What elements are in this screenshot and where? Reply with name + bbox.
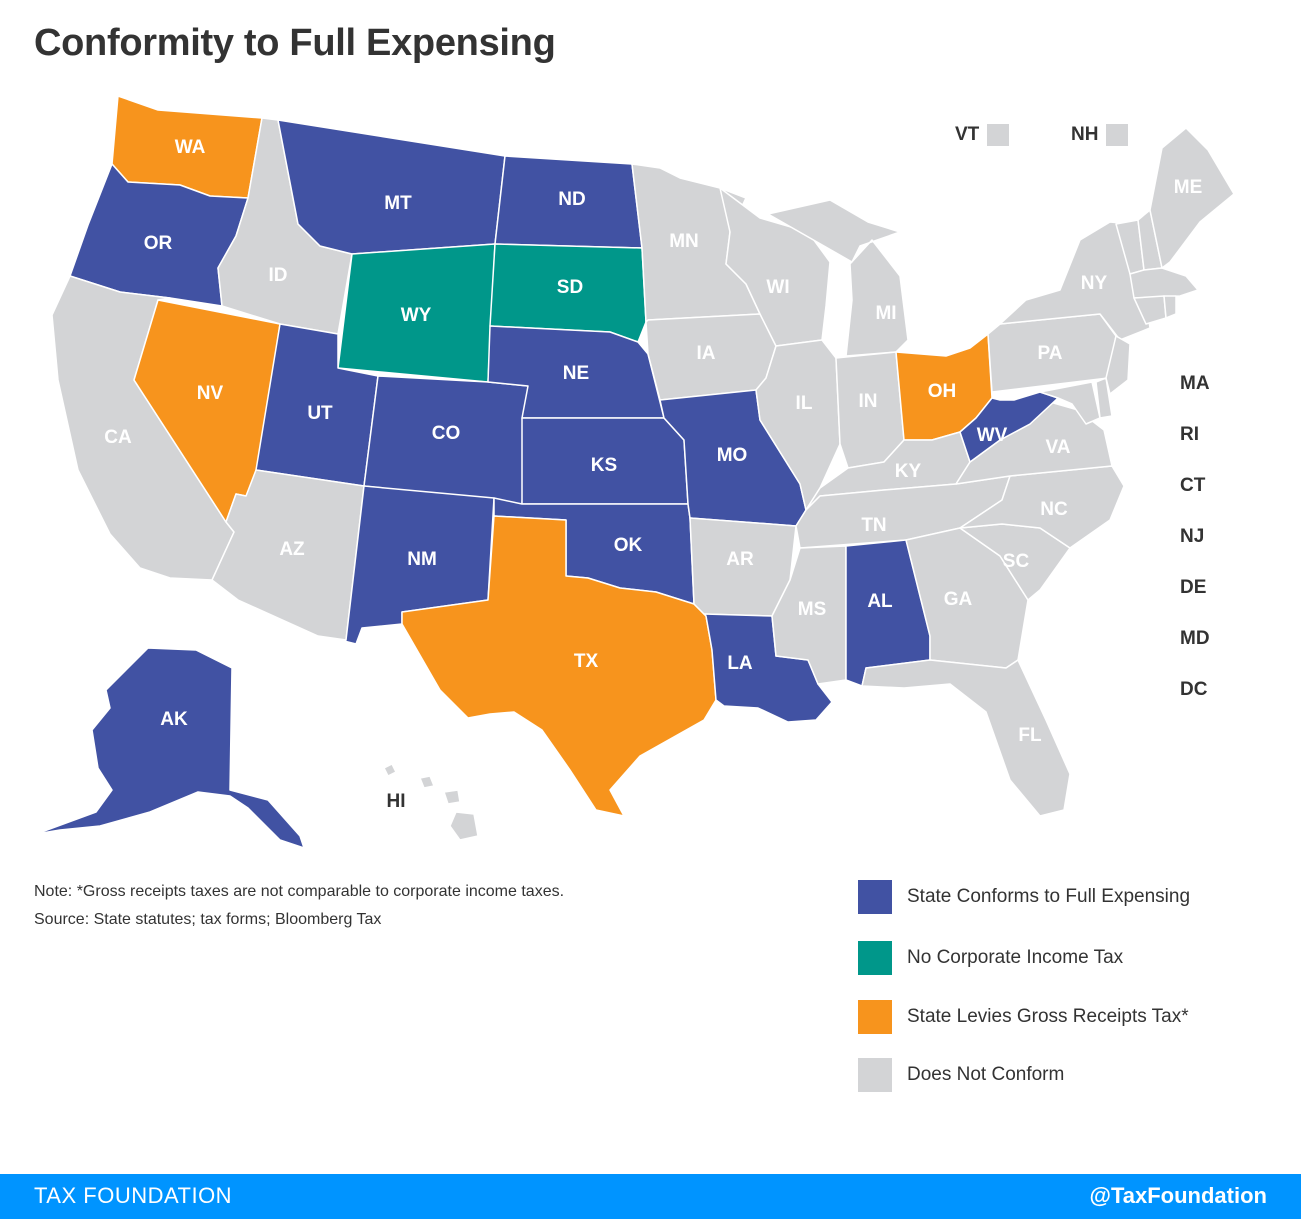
state-mi[interactable]: [767, 199, 909, 357]
state-md[interactable]: [1039, 381, 1101, 425]
state-ak[interactable]: [35, 647, 305, 849]
legend-item-gross-receipts: State Levies Gross Receipts Tax*: [858, 1000, 1189, 1034]
state-label-ut: UT: [307, 403, 333, 424]
state-label-fl: FL: [1018, 725, 1042, 746]
state-label-in: IN: [859, 391, 878, 412]
state-label-nv: NV: [197, 383, 224, 404]
legend-label: State Levies Gross Receipts Tax*: [907, 1006, 1189, 1027]
state-label-il: IL: [796, 393, 813, 414]
legend-label: State Conforms to Full Expensing: [907, 886, 1191, 907]
state-label-mn: MN: [669, 231, 699, 252]
state-label-wi: WI: [766, 277, 789, 298]
state-label-la: LA: [727, 653, 753, 674]
state-label-tx: TX: [574, 651, 599, 672]
state-label-pa: PA: [1038, 343, 1063, 364]
state-hi[interactable]: [383, 763, 479, 841]
state-label-or: OR: [144, 233, 173, 254]
state-label-wa: WA: [175, 137, 206, 158]
legend-swatch: [858, 1000, 892, 1034]
state-nj[interactable]: [1105, 335, 1131, 395]
small-state-nh[interactable]: NH: [1071, 124, 1129, 146]
footer-brand[interactable]: TAX FOUNDATION: [34, 1183, 233, 1208]
legend-item-no-cit: No Corporate Income Tax: [858, 941, 1123, 975]
legend-label: Does Not Conform: [907, 1064, 1065, 1085]
state-label-ks: KS: [591, 455, 617, 476]
state-label-nm: NM: [407, 549, 437, 570]
small-state-vt[interactable]: VT: [955, 124, 1010, 146]
small-state-label: MD: [1180, 628, 1210, 649]
state-nc[interactable]: [959, 465, 1125, 549]
state-label-mi: MI: [875, 303, 896, 324]
state-label-nd: ND: [558, 189, 585, 210]
state-label-az: AZ: [279, 539, 305, 560]
state-ri[interactable]: [1163, 295, 1177, 319]
state-label-id: ID: [269, 265, 288, 286]
small-state-label: DE: [1180, 577, 1207, 598]
legend-swatch: [858, 1058, 892, 1092]
source-text: Source: State statutes; tax forms; Bloom…: [34, 911, 382, 928]
state-label-ok: OK: [614, 535, 643, 556]
legend-item-conforms: State Conforms to Full Expensing: [858, 880, 1190, 914]
legend-swatch: [858, 941, 892, 975]
us-map: WA OR CA NV ID MT WY UT AZ CO NM ND SD N…: [35, 95, 1235, 849]
state-label-mo: MO: [717, 445, 748, 466]
small-state-label: CT: [1180, 475, 1206, 496]
state-label-ky: KY: [895, 461, 922, 482]
small-state-label: DC: [1180, 679, 1208, 700]
state-label-sc: SC: [1003, 551, 1030, 572]
small-state-label: RI: [1180, 424, 1199, 445]
state-label-mt: MT: [384, 193, 412, 214]
note-text: Note: *Gross receipts taxes are not comp…: [34, 883, 565, 900]
state-label-oh: OH: [928, 381, 957, 402]
map-title: Conformity to Full Expensing: [34, 22, 556, 64]
small-state-label: VT: [955, 124, 980, 145]
state-tx[interactable]: [401, 515, 717, 817]
legend-item-not-conform: Does Not Conform: [858, 1058, 1064, 1092]
state-label-hi: HI: [387, 791, 406, 812]
state-de[interactable]: [1095, 377, 1113, 419]
legend-swatch: [858, 880, 892, 914]
notes: Note: *Gross receipts taxes are not comp…: [34, 878, 564, 934]
state-label-ga: GA: [944, 589, 973, 610]
state-label-ar: AR: [726, 549, 754, 570]
small-state-label: NJ: [1180, 526, 1205, 547]
state-label-wv: WV: [977, 425, 1008, 446]
state-label-al: AL: [867, 591, 893, 612]
state-label-ak: AK: [160, 709, 188, 730]
state-label-co: CO: [432, 423, 461, 444]
state-mt[interactable]: [277, 119, 506, 255]
state-label-tn: TN: [861, 515, 886, 536]
legend-label: No Corporate Income Tax: [907, 947, 1124, 968]
state-label-ny: NY: [1081, 273, 1108, 294]
state-label-ia: IA: [697, 343, 716, 364]
state-label-me: ME: [1174, 177, 1203, 198]
footer-bar: TAX FOUNDATION @TaxFoundation: [0, 1174, 1301, 1219]
footer-handle[interactable]: @TaxFoundation: [1089, 1183, 1267, 1208]
state-fl[interactable]: [861, 659, 1071, 817]
small-state-swatch: [1106, 124, 1129, 146]
state-label-ca: CA: [104, 427, 132, 448]
small-state-label: MA: [1180, 373, 1210, 394]
state-label-sd: SD: [557, 277, 583, 298]
state-label-nc: NC: [1040, 499, 1068, 520]
state-label-ne: NE: [563, 363, 589, 384]
state-label-wy: WY: [401, 305, 432, 326]
state-me[interactable]: [1149, 127, 1235, 269]
small-state-swatch: [987, 124, 1010, 146]
state-label-ms: MS: [798, 599, 827, 620]
state-label-va: VA: [1046, 437, 1071, 458]
state-ma[interactable]: [1129, 267, 1199, 299]
small-state-label: NH: [1071, 124, 1099, 145]
